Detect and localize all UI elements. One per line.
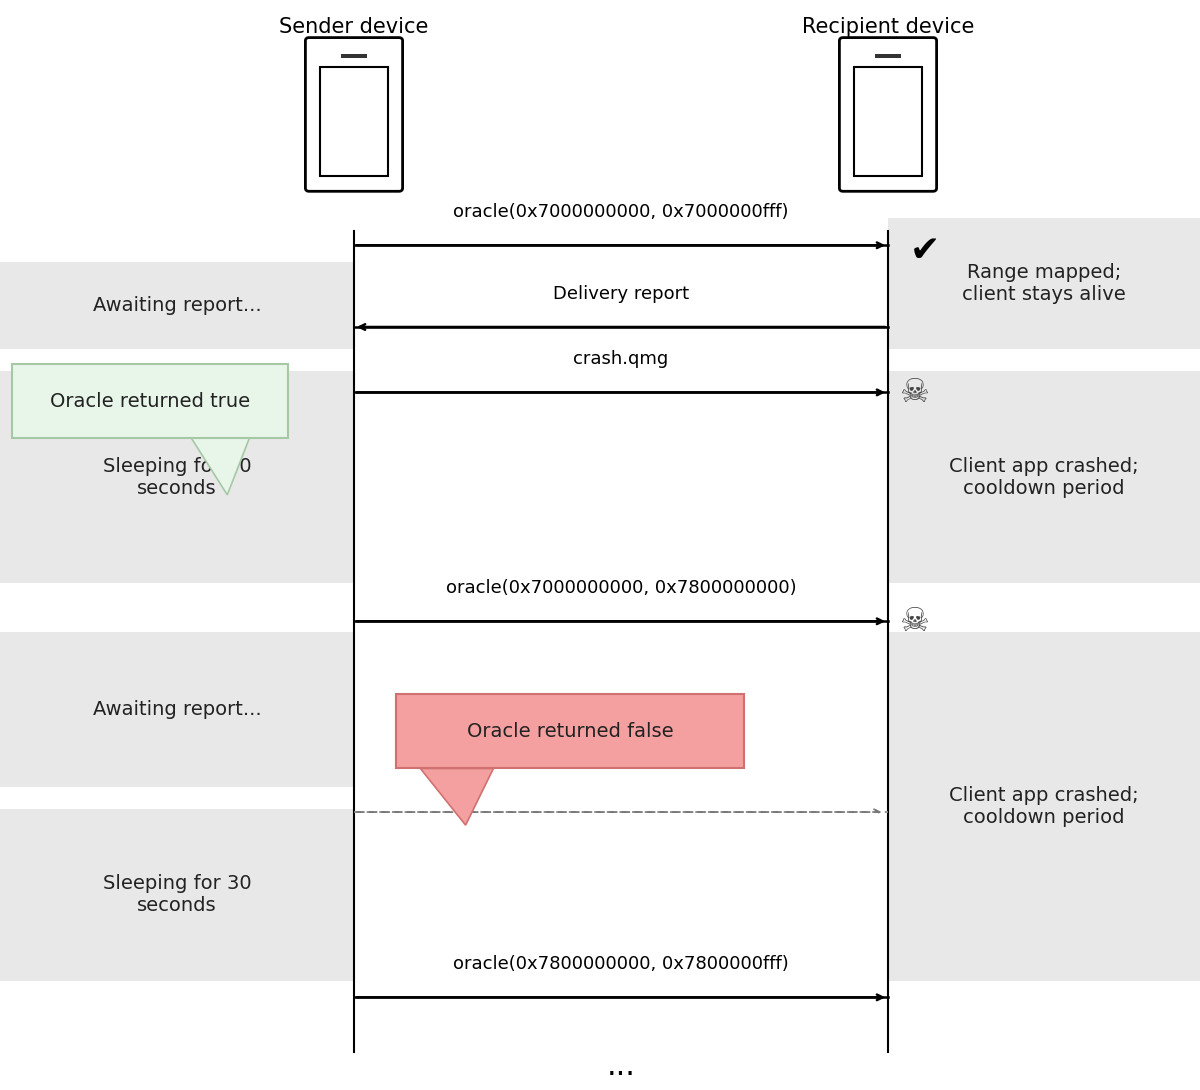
Bar [0, 632, 354, 787]
Bar [888, 632, 1200, 981]
Text: Oracle returned false: Oracle returned false [467, 722, 673, 741]
Text: Sleeping for 60
seconds: Sleeping for 60 seconds [103, 457, 251, 498]
Bar [0, 262, 354, 349]
Bar [876, 53, 901, 58]
Text: Awaiting report...: Awaiting report... [92, 295, 262, 315]
Text: ☠: ☠ [900, 605, 930, 638]
FancyBboxPatch shape [12, 364, 288, 438]
Text: ✔: ✔ [910, 233, 940, 268]
FancyBboxPatch shape [396, 694, 744, 768]
Bar [854, 68, 923, 177]
Text: Recipient device: Recipient device [802, 17, 974, 37]
Bar [888, 371, 1200, 583]
Text: ...: ... [606, 1052, 636, 1080]
Text: Sender device: Sender device [280, 17, 428, 37]
Bar [888, 218, 1200, 349]
Text: Sleeping for 30
seconds: Sleeping for 30 seconds [103, 874, 251, 916]
Text: crash.qmg: crash.qmg [574, 350, 668, 368]
Text: ☠: ☠ [900, 376, 930, 409]
Bar [0, 809, 354, 981]
Text: oracle(0x7000000000, 0x7800000000): oracle(0x7000000000, 0x7800000000) [445, 579, 797, 597]
Text: Client app crashed;
cooldown period: Client app crashed; cooldown period [949, 786, 1139, 827]
Text: Awaiting report...: Awaiting report... [92, 700, 262, 719]
Bar [341, 53, 367, 58]
Bar [319, 68, 389, 177]
Text: Client app crashed;
cooldown period: Client app crashed; cooldown period [949, 457, 1139, 498]
Bar [0, 371, 354, 583]
FancyBboxPatch shape [305, 37, 403, 191]
FancyBboxPatch shape [840, 37, 936, 191]
Text: Delivery report: Delivery report [553, 284, 689, 303]
Polygon shape [192, 438, 250, 495]
Text: Range mapped;
client stays alive: Range mapped; client stays alive [962, 263, 1126, 304]
Text: oracle(0x7800000000, 0x7800000fff): oracle(0x7800000000, 0x7800000fff) [454, 955, 788, 973]
Text: Oracle returned true: Oracle returned true [50, 391, 250, 411]
Polygon shape [420, 768, 493, 825]
Text: oracle(0x7000000000, 0x7000000fff): oracle(0x7000000000, 0x7000000fff) [454, 203, 788, 221]
